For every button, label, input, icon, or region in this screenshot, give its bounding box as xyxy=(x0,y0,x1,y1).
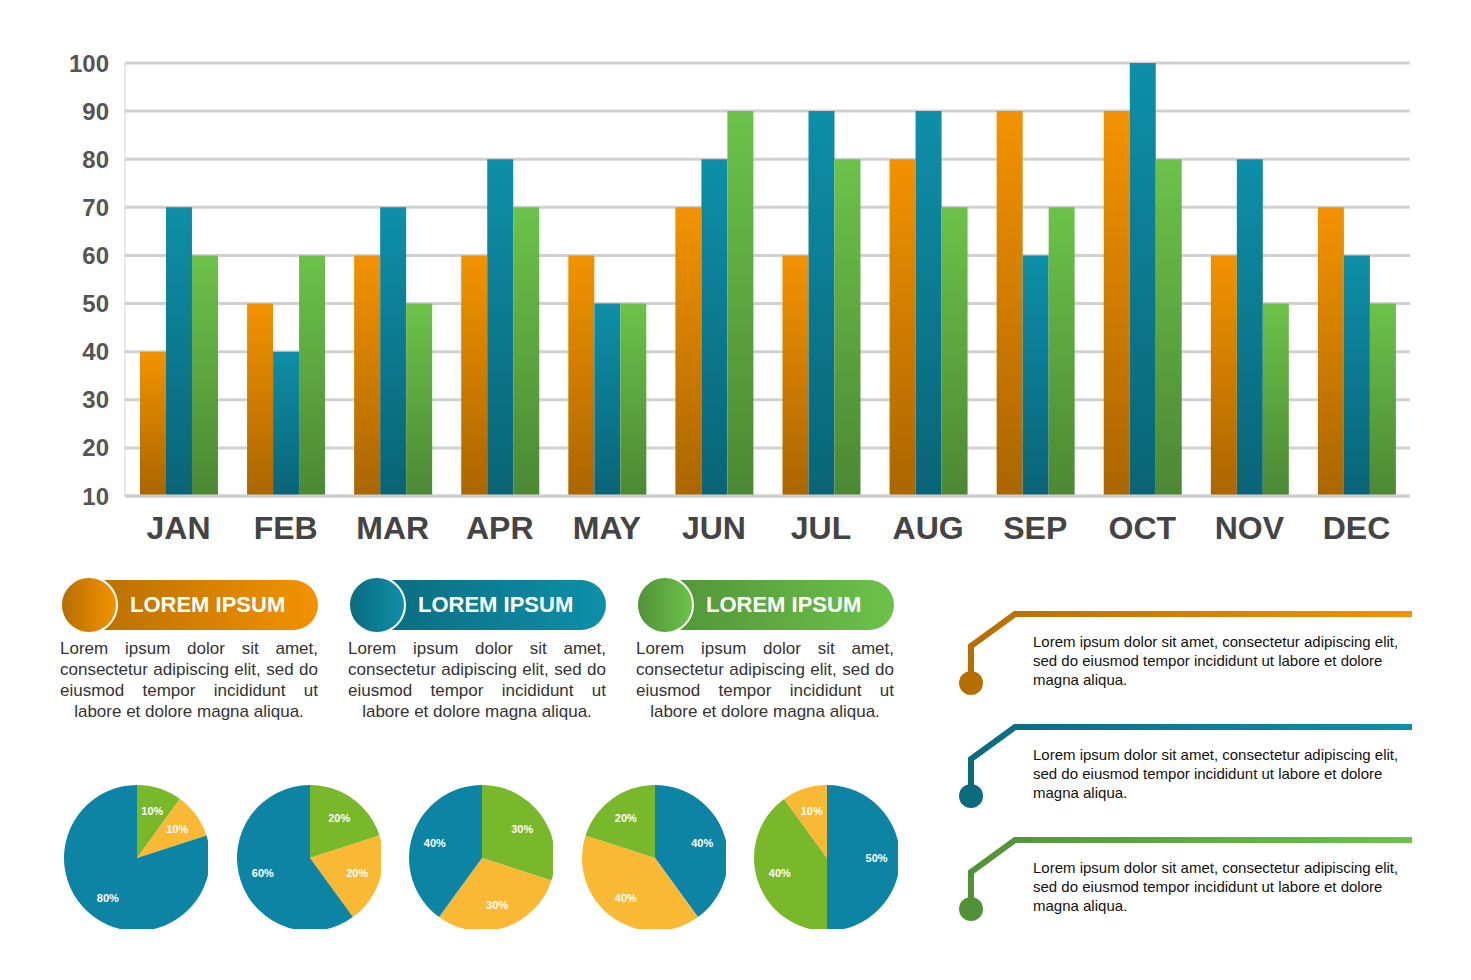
svg-text:NOV: NOV xyxy=(1215,510,1285,546)
svg-text:MAR: MAR xyxy=(356,510,429,546)
html-text:Lorem ipsum dolor sit amet, co: Lorem ipsum dolor sit amet, consectetur … xyxy=(348,639,606,721)
svg-text:APR: APR xyxy=(466,510,534,546)
html-text:Lorem ipsum dolor sit amet, co: Lorem ipsum dolor sit amet, consectetur … xyxy=(60,639,318,721)
svg-text:50: 50 xyxy=(82,290,109,317)
svg-text:20: 20 xyxy=(82,434,109,461)
svg-text:JUL: JUL xyxy=(791,510,851,546)
html-text:LOREM IPSUM: LOREM IPSUM xyxy=(418,592,574,617)
svg-text:MAY: MAY xyxy=(573,510,641,546)
svg-text:AUG: AUG xyxy=(893,510,964,546)
svg-text:100: 100 xyxy=(69,50,109,77)
svg-text:OCT: OCT xyxy=(1109,510,1177,546)
svg-text:JUN: JUN xyxy=(682,510,746,546)
svg-text:DEC: DEC xyxy=(1323,510,1391,546)
svg-text:20%: 20% xyxy=(346,867,368,879)
svg-text:60: 60 xyxy=(82,242,109,269)
html-text:LOREM IPSUM: LOREM IPSUM xyxy=(706,592,862,617)
svg-text:JAN: JAN xyxy=(147,510,211,546)
svg-text:30%: 30% xyxy=(511,823,533,835)
html-text:Lorem ipsum dolor sit amet, co: Lorem ipsum dolor sit amet, consectetur … xyxy=(1033,633,1399,688)
svg-text:10%: 10% xyxy=(141,805,163,817)
svg-text:10: 10 xyxy=(82,483,109,510)
svg-text:40: 40 xyxy=(82,338,109,365)
html-text:Lorem ipsum dolor sit amet, co: Lorem ipsum dolor sit amet, consectetur … xyxy=(636,639,894,721)
svg-text:80%: 80% xyxy=(97,892,119,904)
html-text:Lorem ipsum dolor sit amet, co: Lorem ipsum dolor sit amet, consectetur … xyxy=(1033,859,1399,914)
svg-text:80: 80 xyxy=(82,146,109,173)
svg-text:50%: 50% xyxy=(866,852,888,864)
svg-text:40%: 40% xyxy=(691,837,713,849)
svg-text:20%: 20% xyxy=(328,812,350,824)
svg-text:70: 70 xyxy=(82,194,109,221)
svg-text:FEB: FEB xyxy=(254,510,318,546)
svg-text:SEP: SEP xyxy=(1003,510,1067,546)
svg-text:60%: 60% xyxy=(251,867,273,879)
svg-text:10%: 10% xyxy=(801,805,823,817)
html-text:Lorem ipsum dolor sit amet, co: Lorem ipsum dolor sit amet, consectetur … xyxy=(1033,746,1399,801)
svg-text:40%: 40% xyxy=(614,892,636,904)
svg-text:30%: 30% xyxy=(486,899,508,911)
svg-text:10%: 10% xyxy=(166,823,188,835)
svg-text:40%: 40% xyxy=(769,867,791,879)
html-text:LOREM IPSUM: LOREM IPSUM xyxy=(130,592,286,617)
svg-text:40%: 40% xyxy=(424,837,446,849)
svg-text:90: 90 xyxy=(82,98,109,125)
svg-text:30: 30 xyxy=(82,386,109,413)
svg-text:20%: 20% xyxy=(614,812,636,824)
